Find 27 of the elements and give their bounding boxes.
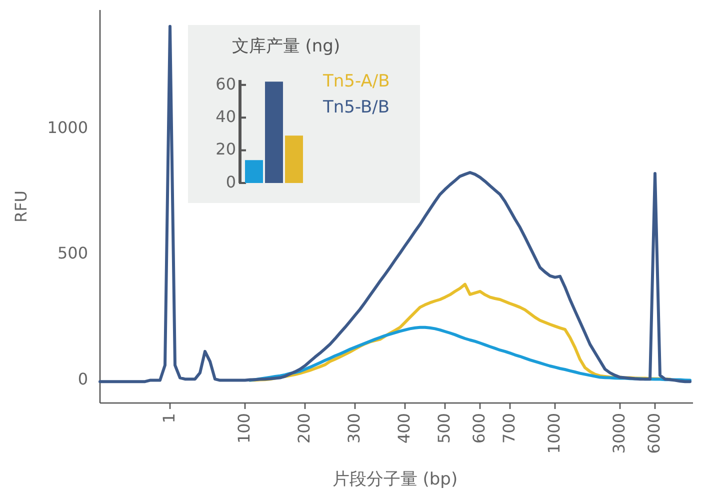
- x-axis-title: 片段分子量 (bp): [332, 470, 458, 490]
- line-series: [98, 24, 692, 384]
- x-tick-label: 500: [434, 413, 454, 444]
- x-tick-label: 1000: [544, 413, 564, 454]
- y-tick-label: 40: [216, 106, 236, 126]
- y-axis-title: RFU: [11, 190, 30, 223]
- chart-title: 文库产量 (ng): [232, 36, 340, 57]
- y-tick-label: 0: [226, 172, 236, 192]
- x-tick-label: 3000: [609, 413, 628, 454]
- x-tick-label: 100: [234, 413, 254, 444]
- bar: [285, 136, 303, 183]
- text: Tn5-A/B: [322, 72, 390, 92]
- x-tick-label: 6000: [644, 413, 664, 454]
- x-tick-label: 400: [394, 413, 414, 444]
- bar: [265, 82, 283, 183]
- y-tick-label: 0: [78, 370, 88, 389]
- x-tick-label: 1: [159, 413, 178, 424]
- y-tick-label: 1000: [47, 118, 88, 137]
- text: Tn5-B/B: [322, 98, 390, 118]
- x-tick-label: 600: [469, 413, 488, 444]
- y-tick-label: 60: [216, 74, 236, 94]
- bar: [245, 160, 263, 183]
- x-tick-label: 200: [294, 413, 314, 444]
- y-tick-label: 500: [57, 244, 88, 263]
- x-tick-label: 300: [344, 413, 364, 444]
- x-tick-label: 700: [499, 413, 518, 444]
- y-tick-label: 20: [216, 140, 236, 159]
